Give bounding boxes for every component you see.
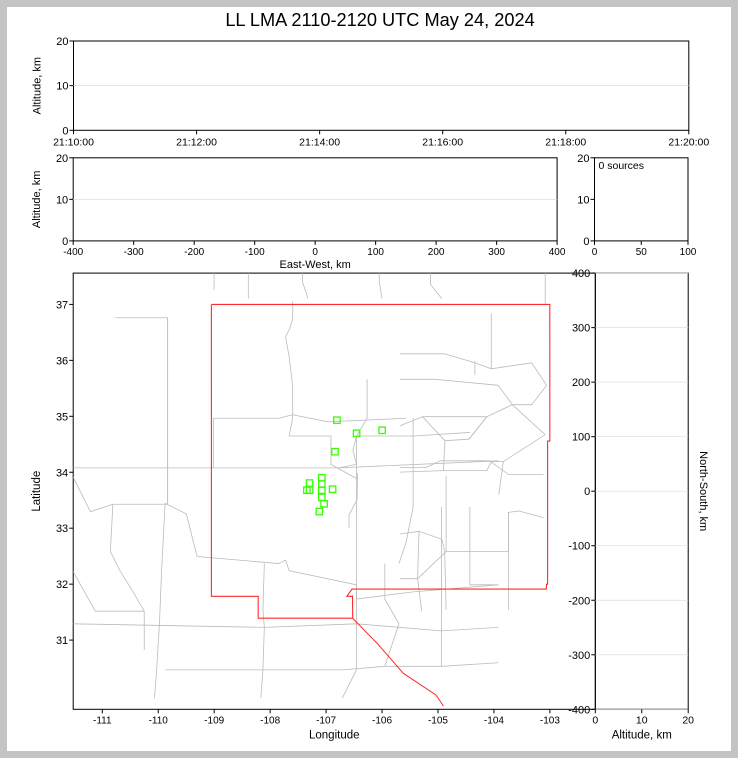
svg-text:North-South, km: North-South, km	[697, 451, 709, 531]
svg-text:34: 34	[56, 467, 68, 479]
svg-text:Altitude, km: Altitude, km	[612, 729, 672, 741]
svg-text:-108: -108	[260, 715, 280, 726]
svg-text:33: 33	[56, 523, 68, 535]
svg-text:-100: -100	[568, 541, 590, 553]
svg-text:-104: -104	[484, 715, 504, 726]
svg-text:-200: -200	[184, 247, 204, 258]
svg-text:-200: -200	[568, 595, 590, 607]
svg-text:0: 0	[592, 714, 598, 726]
svg-text:300: 300	[488, 247, 505, 258]
svg-text:20: 20	[56, 153, 68, 165]
svg-text:LL LMA 2110-2120 UTC May 24, 2: LL LMA 2110-2120 UTC May 24, 2024	[225, 10, 534, 30]
svg-text:31: 31	[56, 635, 68, 647]
svg-text:50: 50	[636, 247, 648, 258]
svg-text:20: 20	[682, 714, 694, 726]
svg-text:-300: -300	[124, 247, 144, 258]
svg-text:-400: -400	[568, 704, 590, 716]
svg-text:Altitude, km: Altitude, km	[32, 57, 44, 114]
svg-text:Altitude, km: Altitude, km	[31, 171, 43, 228]
svg-text:-105: -105	[428, 715, 448, 726]
svg-text:0: 0	[584, 486, 590, 498]
svg-text:21:16:00: 21:16:00	[422, 136, 463, 148]
svg-text:21:12:00: 21:12:00	[176, 136, 217, 148]
svg-text:21:10:00: 21:10:00	[53, 136, 94, 148]
svg-text:-111: -111	[93, 715, 112, 726]
svg-text:-110: -110	[149, 715, 169, 726]
svg-text:21:14:00: 21:14:00	[299, 136, 340, 148]
svg-text:0: 0	[592, 247, 598, 258]
svg-text:10: 10	[56, 194, 68, 206]
svg-text:10: 10	[636, 714, 648, 726]
svg-text:400: 400	[572, 268, 590, 280]
svg-text:35: 35	[56, 411, 68, 423]
svg-text:10: 10	[577, 194, 589, 206]
svg-text:10: 10	[56, 81, 68, 93]
svg-text:Longitude: Longitude	[309, 729, 360, 741]
svg-text:100: 100	[572, 432, 590, 444]
svg-text:East-West, km: East-West, km	[279, 259, 350, 271]
svg-text:200: 200	[572, 377, 590, 389]
svg-text:37: 37	[56, 299, 68, 311]
svg-text:21:20:00: 21:20:00	[668, 136, 709, 148]
svg-text:21:18:00: 21:18:00	[545, 136, 586, 148]
svg-text:20: 20	[56, 36, 68, 48]
svg-text:20: 20	[577, 153, 589, 165]
svg-text:-106: -106	[372, 715, 392, 726]
svg-text:-100: -100	[245, 247, 265, 258]
svg-text:32: 32	[56, 579, 68, 591]
svg-text:-300: -300	[568, 650, 590, 662]
svg-text:100: 100	[367, 247, 384, 258]
svg-text:36: 36	[56, 355, 68, 367]
svg-text:400: 400	[549, 247, 566, 258]
svg-text:200: 200	[428, 247, 445, 258]
svg-text:-103: -103	[540, 715, 560, 726]
svg-text:-109: -109	[204, 715, 224, 726]
svg-text:0 sources: 0 sources	[599, 160, 645, 172]
svg-text:Latitude: Latitude	[31, 471, 43, 512]
svg-text:100: 100	[680, 247, 697, 258]
svg-text:0: 0	[583, 236, 589, 248]
svg-text:-400: -400	[63, 247, 83, 258]
svg-text:300: 300	[572, 323, 590, 335]
svg-text:-107: -107	[316, 715, 336, 726]
svg-text:0: 0	[312, 247, 318, 258]
